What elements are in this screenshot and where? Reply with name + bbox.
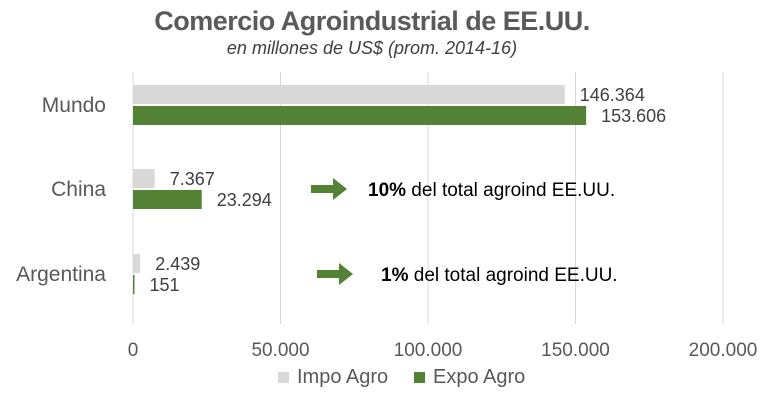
annotation-text: 1% del total agroind EE.UU. (381, 265, 618, 286)
legend-item-expo: Expo Agro (414, 366, 525, 389)
category-label: Argentina (16, 263, 106, 286)
legend-label-impo: Impo Agro (297, 366, 389, 388)
x-tick-label: 150.000 (541, 340, 610, 361)
data-label: 153.606 (601, 106, 666, 126)
arrow-icon (311, 178, 347, 200)
chart-subtitle: en millones de US$ (prom. 2014-16) (226, 38, 518, 58)
category-label: China (51, 178, 106, 201)
category-label: Mundo (42, 94, 106, 117)
legend-swatch-expo (414, 372, 425, 383)
bar-impo (133, 254, 141, 273)
data-label: 146.364 (580, 85, 645, 105)
x-tick-label: 0 (128, 340, 139, 361)
legend-item-impo: Impo Agro (278, 366, 388, 389)
bar-expo (133, 106, 587, 125)
data-label: 2.439 (155, 254, 200, 274)
chart-title: Comercio Agroindustrial de EE.UU. (154, 6, 590, 36)
bar-impo (133, 169, 155, 188)
bar-impo (133, 85, 565, 104)
legend-swatch-impo (278, 372, 289, 383)
arrow-icon (317, 263, 353, 285)
data-label: 23.294 (217, 190, 272, 210)
legend: Impo Agro Expo Agro (0, 366, 774, 394)
x-tick-label: 50.000 (251, 340, 309, 361)
legend-label-expo: Expo Agro (433, 366, 526, 388)
x-tick-label: 200.000 (689, 340, 758, 361)
data-label: 7.367 (170, 169, 215, 189)
annotation-text: 10% del total agroind EE.UU. (368, 180, 615, 201)
bar-expo (133, 275, 135, 294)
bar-expo (133, 190, 202, 209)
x-tick-label: 100.000 (394, 340, 463, 361)
data-label: 151 (150, 275, 180, 295)
